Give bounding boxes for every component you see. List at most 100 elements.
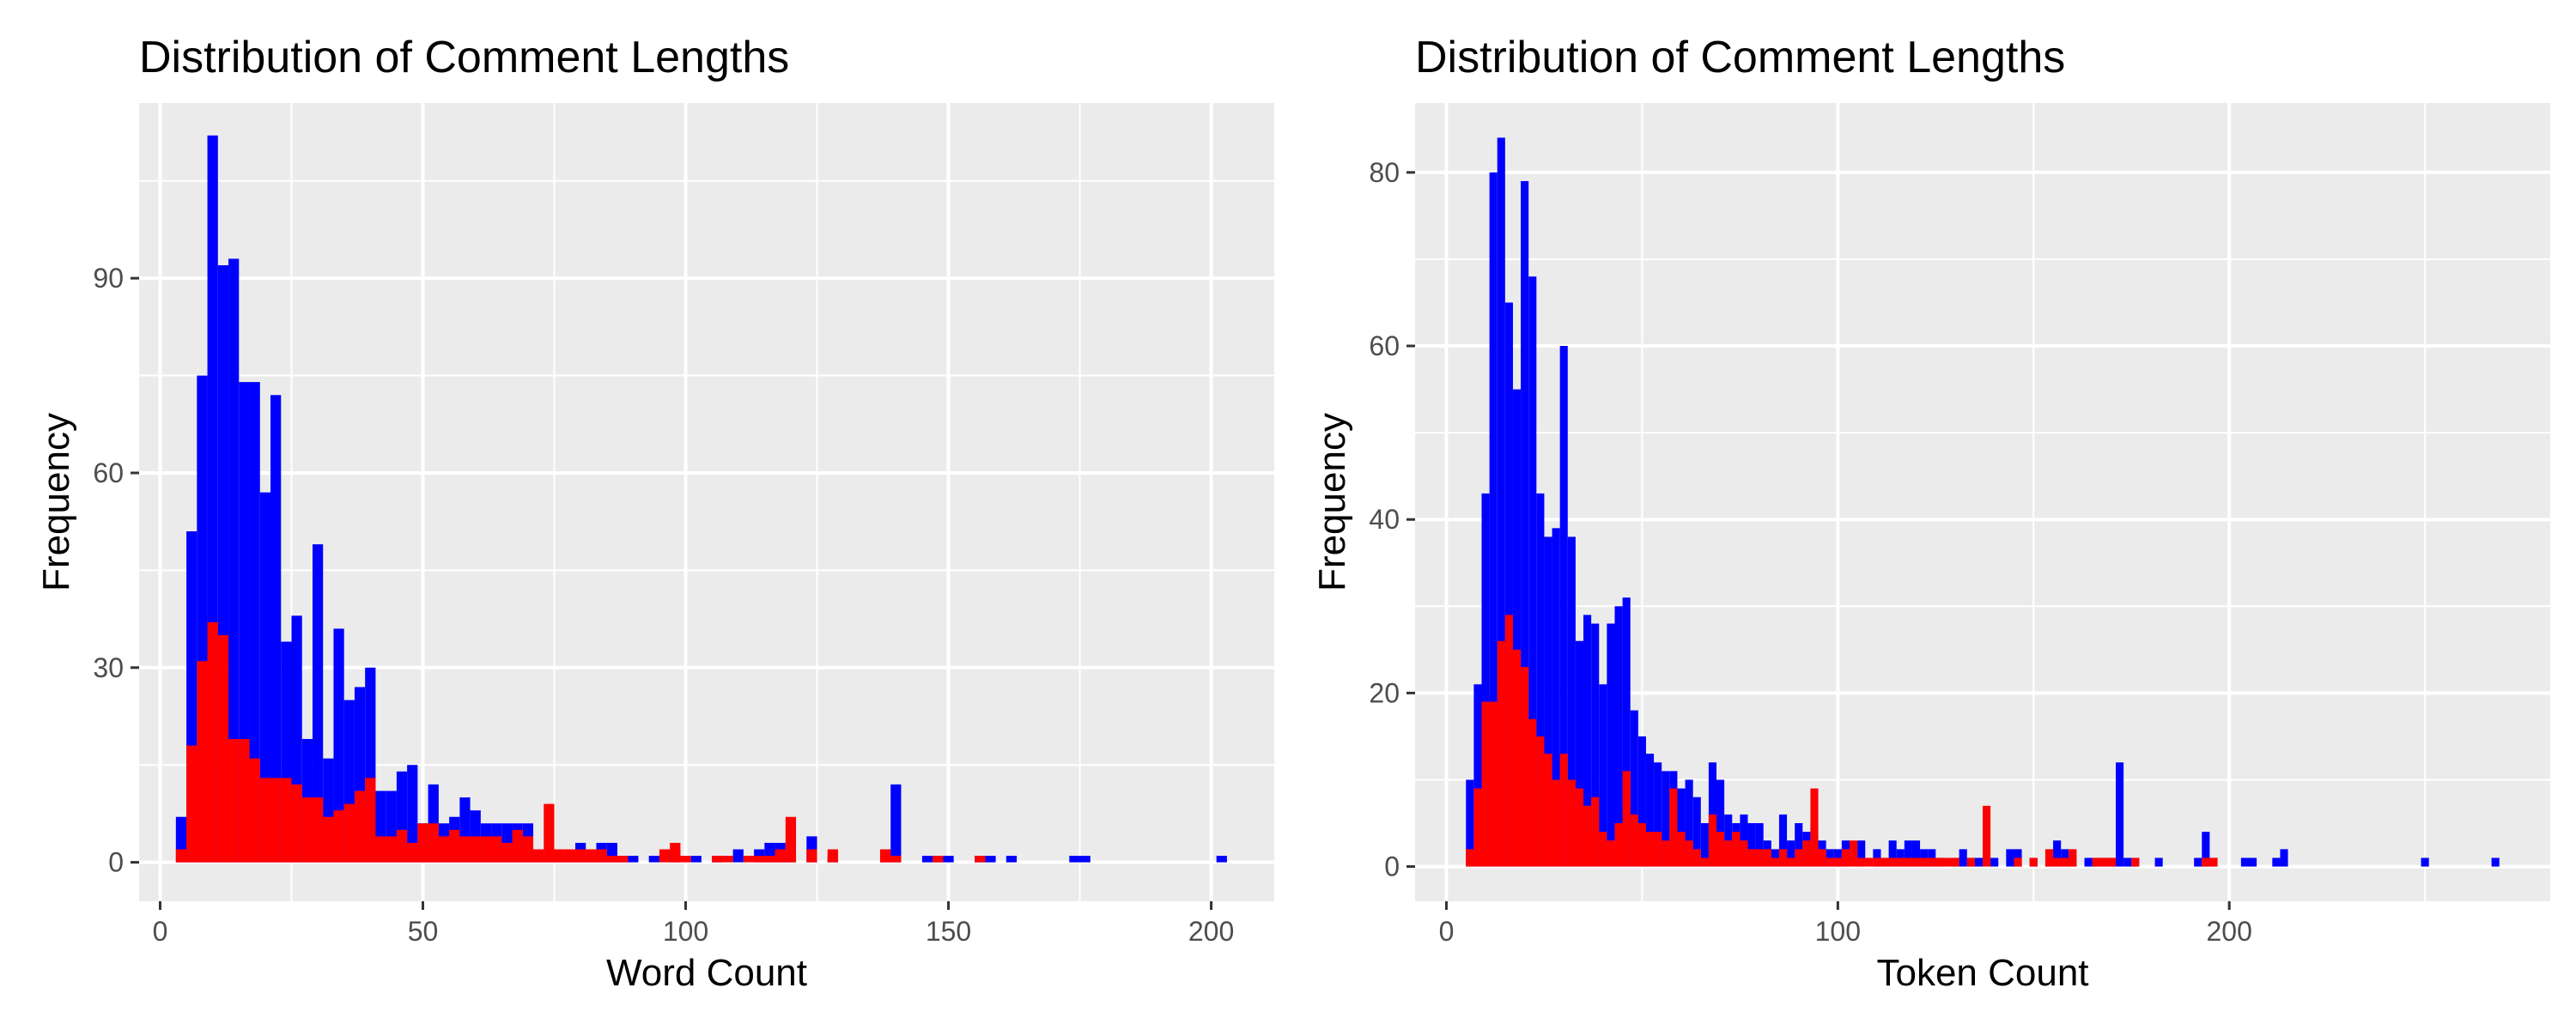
bar-blue <box>1607 623 1615 867</box>
bar-red <box>1716 832 1725 867</box>
bar-red <box>2209 857 2218 867</box>
bar-blue <box>1473 684 1482 867</box>
bar-blue <box>1599 684 1607 867</box>
y-tick-label: 60 <box>93 457 124 488</box>
bar-red <box>291 784 302 863</box>
bar-red <box>386 836 397 863</box>
bar-red <box>1708 814 1717 867</box>
bar-red <box>470 836 481 863</box>
bar-red <box>1896 857 1905 867</box>
bar-red <box>785 816 797 863</box>
bar-red <box>1904 857 1912 867</box>
bar-red <box>333 810 344 863</box>
bar-blue <box>1795 823 1803 867</box>
bar-blue <box>228 258 240 863</box>
chart-title: Distribution of Comment Lengths <box>1415 33 2065 82</box>
bar-blue <box>1528 276 1537 867</box>
bar-red <box>1747 849 1756 867</box>
bar-blue <box>2248 857 2257 867</box>
bar-red <box>2061 857 2069 867</box>
bar-red <box>1865 857 1874 867</box>
bar-blue <box>2421 857 2429 867</box>
bar-blue <box>1216 856 1227 863</box>
bar-blue <box>732 849 744 863</box>
bar-red <box>1575 788 1584 867</box>
bar-blue <box>628 856 639 863</box>
bar-blue <box>1544 536 1552 867</box>
bar-blue <box>1857 840 1866 867</box>
y-tick-label: 0 <box>108 847 124 878</box>
bar-red <box>343 803 355 863</box>
bar-red <box>1599 832 1607 867</box>
bar-red <box>1771 857 1779 867</box>
bar-red <box>1873 857 1881 867</box>
bar-blue <box>690 856 702 863</box>
bar-red <box>1481 701 1490 867</box>
bar-red <box>1583 805 1592 867</box>
bar-red <box>1833 857 1842 867</box>
bar-red <box>1850 840 1858 867</box>
bar-red <box>259 778 271 863</box>
bar-red <box>554 849 565 863</box>
bar-red <box>197 661 208 863</box>
bar-red <box>1630 814 1638 867</box>
bar-red <box>1614 823 1623 867</box>
bar-blue <box>1990 857 1999 867</box>
x-tick-label: 0 <box>153 916 168 947</box>
bar-red <box>375 836 386 863</box>
bar-red <box>1943 857 1952 867</box>
bar-blue <box>1567 536 1576 867</box>
bar-red <box>270 778 282 863</box>
bar-blue <box>1630 710 1638 867</box>
bar-red <box>680 856 691 863</box>
bar-red <box>491 836 502 863</box>
bar-blue <box>1747 823 1756 867</box>
bar-blue <box>1974 857 1983 867</box>
bar-red <box>1521 667 1529 867</box>
x-tick-label: 200 <box>1188 916 1234 947</box>
bar-blue <box>2084 857 2093 867</box>
x-axis-title: Token Count <box>1876 952 2088 994</box>
bar-blue <box>1911 840 1921 867</box>
bar-red <box>1692 849 1701 867</box>
bar-blue <box>312 544 324 863</box>
bar-red <box>228 738 240 863</box>
bar-red <box>722 856 733 863</box>
bar-blue <box>1959 849 1967 867</box>
bar-red <box>407 842 418 863</box>
bar-red <box>1966 857 1975 867</box>
bar-red <box>754 856 765 863</box>
bar-red <box>764 856 775 863</box>
bar-red <box>1504 615 1513 867</box>
x-tick-label: 0 <box>1439 916 1455 947</box>
y-tick-label: 30 <box>93 652 124 683</box>
axes: 0 100 200 0 20 40 60 80 <box>1369 157 2251 947</box>
bar-red <box>1662 840 1670 867</box>
y-axis-title: Frequency <box>35 413 77 591</box>
bar-red <box>1818 849 1826 867</box>
bar-red <box>459 836 471 863</box>
bar-red <box>933 856 944 863</box>
bar-blue <box>1637 736 1646 867</box>
bar-blue <box>2280 849 2288 867</box>
bar-blue <box>1654 762 1662 867</box>
bar-red <box>1637 823 1646 867</box>
bar-red <box>1536 736 1545 867</box>
bar-red <box>1489 701 1498 867</box>
bar-red <box>2069 849 2077 867</box>
bar-blue <box>1005 856 1018 863</box>
bar-red <box>879 849 891 863</box>
bar-blue <box>2240 857 2249 867</box>
chart-word-count: Distribution of Comment Lengths 0 50 100 15… <box>35 33 1274 994</box>
bar-red <box>365 778 376 863</box>
bar-red <box>1559 754 1568 867</box>
y-tick-label: 0 <box>1384 851 1400 882</box>
bar-red <box>1552 779 1560 867</box>
chart-token-count: Distribution of Comment Lengths 0 100 2000… <box>1311 33 2550 994</box>
bar-red <box>312 797 324 863</box>
y-axis-title: Frequency <box>1311 413 1353 591</box>
bar-red <box>1755 849 1764 867</box>
bar-red <box>2092 857 2100 867</box>
x-axis-title: Word Count <box>606 952 807 994</box>
bar-blue <box>1481 493 1490 867</box>
